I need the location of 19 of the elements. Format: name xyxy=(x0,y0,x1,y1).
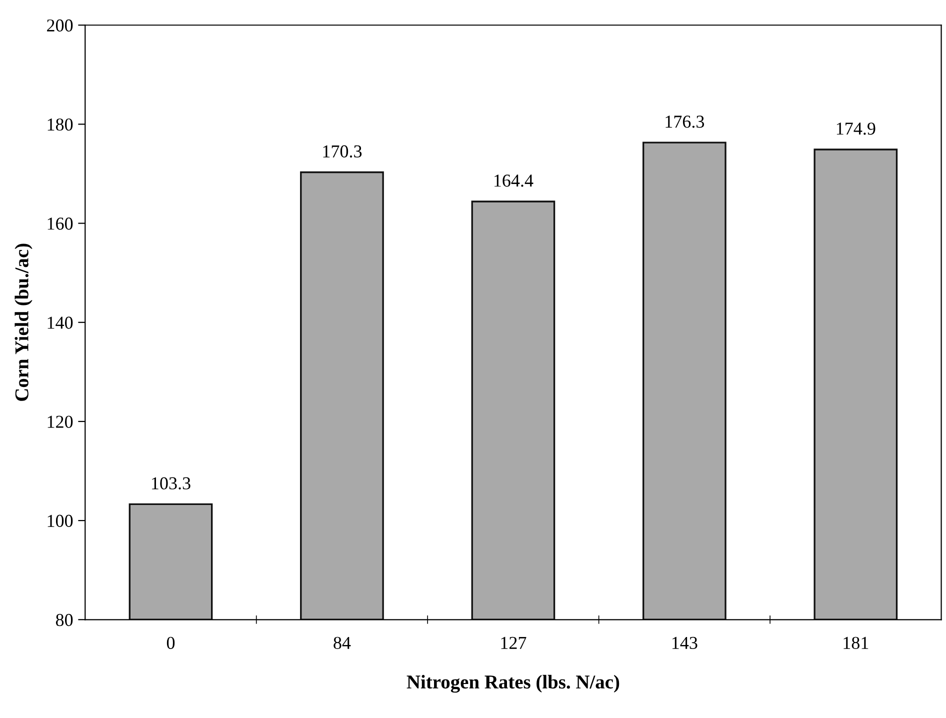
y-axis-title: Corn Yield (bu./ac) xyxy=(14,244,32,401)
y-tick-label: 160 xyxy=(48,218,73,230)
data-label: 164.4 xyxy=(494,174,534,187)
y-tick-label: 140 xyxy=(48,316,73,329)
data-label: 103.3 xyxy=(152,477,190,490)
y-tick-label: 180 xyxy=(48,118,73,131)
y-tick-label: 100 xyxy=(48,514,73,527)
y-tick-label: 200 xyxy=(47,19,73,32)
x-tick-label: 0 xyxy=(166,636,175,650)
x-tick-label: 181 xyxy=(844,636,868,650)
data-label: 174.9 xyxy=(836,122,876,135)
y-tick-label: 80 xyxy=(56,614,73,626)
x-tick-label: 127 xyxy=(501,636,526,649)
x-tick-label: 84 xyxy=(334,636,351,650)
x-tick-label: 143 xyxy=(672,636,698,650)
data-label: 176.3 xyxy=(666,116,704,128)
x-axis-title: Nitrogen Rates (lbs. N/ac) xyxy=(406,674,620,693)
data-label: 170.3 xyxy=(323,145,362,158)
y-tick-label: 120 xyxy=(48,416,73,428)
